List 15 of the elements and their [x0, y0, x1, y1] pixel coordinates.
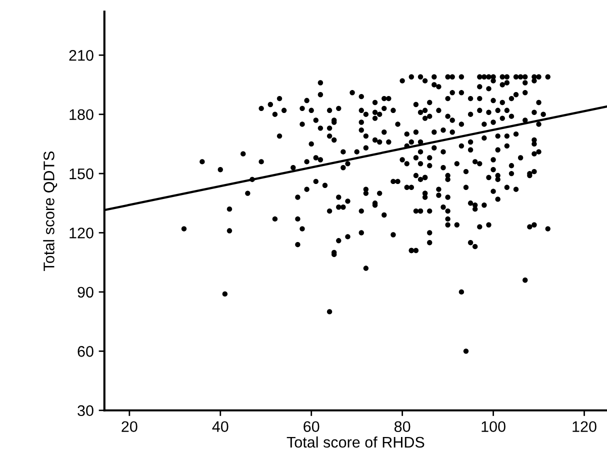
y-tick-label: 30 [78, 405, 94, 416]
x-tick-label: 20 [122, 421, 138, 432]
x-tick-label: 100 [482, 421, 506, 432]
x-tick-label: 60 [304, 421, 320, 432]
y-tick-label: 90 [78, 286, 94, 298]
x-tick-label: 40 [212, 421, 228, 432]
y-tick-label: 210 [69, 50, 94, 61]
y-tick-label: 150 [70, 168, 94, 180]
x-tick-label: 80 [394, 421, 410, 432]
y-tick-label: 120 [70, 228, 94, 238]
y-tick-label: 60 [78, 346, 94, 357]
y-axis-title: Total score QDTS [43, 151, 58, 271]
x-tick-label: 120 [572, 421, 596, 432]
x-axis-title: Total score of RHDS [286, 436, 424, 448]
y-tick-label: 180 [70, 109, 94, 120]
